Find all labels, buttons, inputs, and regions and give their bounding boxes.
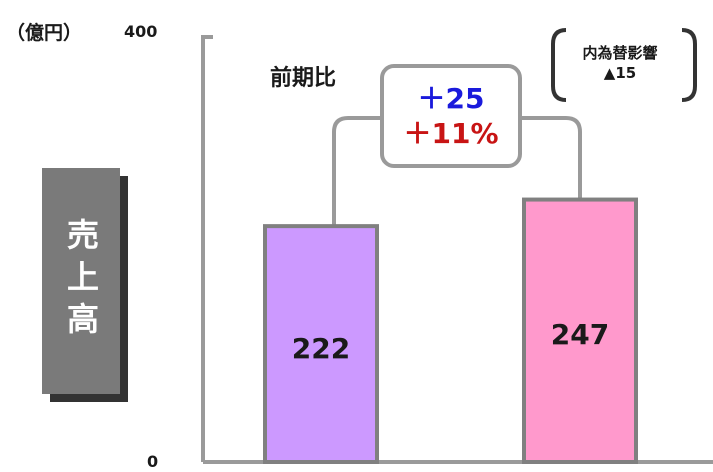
bar-value-label-1: 247 <box>551 318 609 351</box>
y-tick-min: 0 <box>147 452 159 471</box>
y-axis-label: 売上高 <box>42 168 120 394</box>
difference-percent: ＋11% <box>403 117 499 150</box>
fx-impact-value: ▲15 <box>603 64 637 82</box>
bar-1 <box>522 197 638 464</box>
comparison-bracket <box>332 116 582 227</box>
difference-box: ＋25 ＋11% <box>380 64 522 168</box>
bar-value-label-0: 222 <box>292 332 350 365</box>
fx-bracket-right <box>681 28 697 102</box>
y-axis <box>201 35 213 462</box>
y-tick-max: 400 <box>124 22 158 41</box>
comparison-label: 前期比 <box>270 66 337 91</box>
bar-0 <box>263 224 379 464</box>
fx-bracket-left <box>551 28 567 102</box>
fx-impact-box: 内為替影響 ▲15 <box>557 30 683 96</box>
difference-value: ＋25 <box>417 82 485 115</box>
fx-impact-label: 内為替影響 <box>582 43 658 62</box>
unit-label: （億円） <box>6 22 83 44</box>
